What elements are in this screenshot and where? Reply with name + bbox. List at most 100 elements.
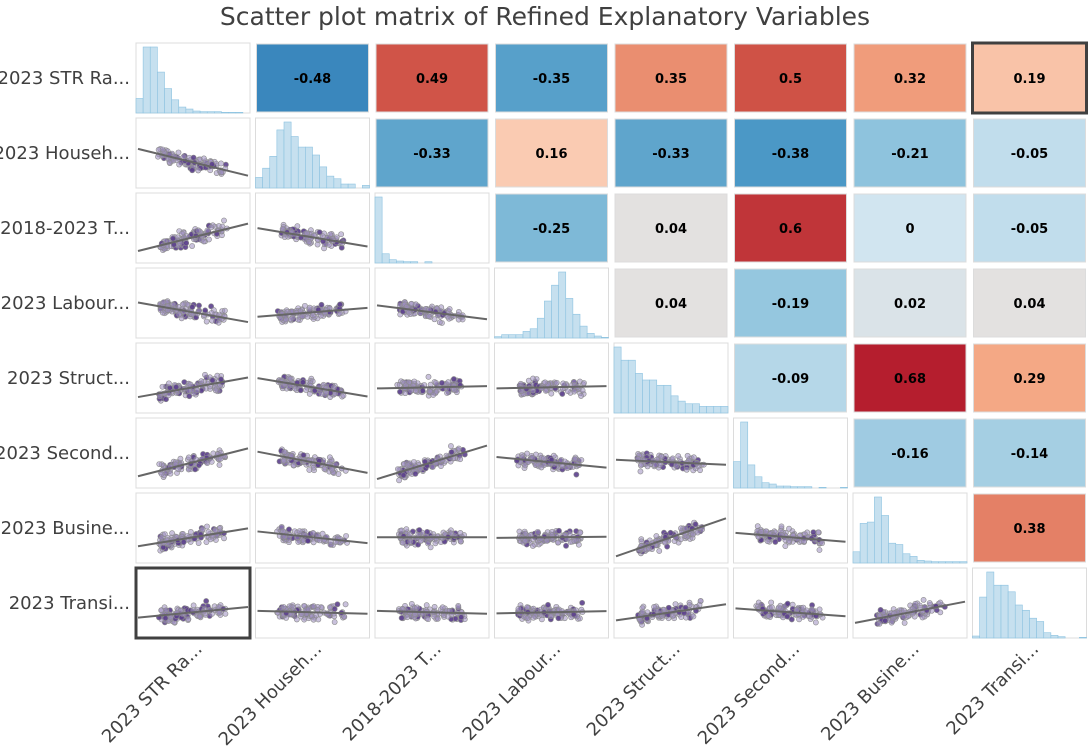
scatter-point	[283, 316, 290, 323]
histogram-bar	[410, 261, 419, 264]
regression-line	[257, 227, 368, 248]
scatter-point	[304, 313, 311, 320]
scatter-point	[159, 383, 166, 390]
regression-line	[257, 306, 368, 318]
histogram-bar	[312, 154, 320, 189]
histogram-bar	[790, 486, 798, 489]
matrix-panel: 0.04	[614, 268, 728, 338]
correlation-value: 0.04	[1013, 297, 1045, 312]
scatter-point	[425, 540, 431, 547]
histogram-bar	[199, 111, 208, 114]
scatter-point	[192, 466, 199, 473]
scatter-point	[579, 387, 586, 394]
scatter-frame	[374, 567, 490, 639]
scatter-point	[758, 528, 765, 535]
histogram-bar	[670, 395, 679, 414]
scatter-point	[216, 462, 223, 468]
matrix-panel	[135, 342, 251, 414]
matrix-panel	[613, 342, 729, 414]
scatter-point	[566, 531, 573, 538]
scatter-point	[542, 379, 548, 386]
correlation-value: -0.14	[1011, 447, 1048, 462]
scatter-frame	[494, 492, 609, 564]
histogram-bar	[586, 333, 595, 339]
scatter-point	[524, 450, 530, 457]
matrix-panel	[494, 492, 609, 564]
histogram-bar	[620, 359, 629, 414]
scatter-point	[185, 616, 192, 623]
scatter-point	[455, 309, 462, 315]
histogram-bar	[374, 196, 383, 264]
scatter-point	[690, 531, 696, 538]
scatter-point	[414, 604, 420, 611]
scatter-point	[548, 613, 555, 620]
histogram-bar	[768, 483, 777, 489]
histogram-bar	[347, 183, 356, 189]
scatter-point	[404, 462, 411, 469]
histogram-frame	[374, 192, 490, 264]
matrix-panel: 0.04	[614, 193, 728, 263]
chart-title: Scatter plot matrix of Refined Explanato…	[219, 2, 871, 31]
scatter-point	[158, 471, 165, 477]
scatter-point	[293, 616, 300, 623]
histogram-bar	[993, 584, 1002, 639]
regression-line	[376, 444, 488, 480]
scatter-point	[304, 230, 310, 236]
histogram-bar	[522, 331, 531, 339]
histogram-bar	[852, 551, 861, 564]
scatter-point	[169, 530, 175, 537]
correlation-value: 0.49	[416, 72, 448, 87]
scatter-point	[416, 527, 423, 533]
scatter-point	[398, 615, 405, 621]
histogram-bar	[979, 596, 988, 639]
matrix-panel: -0.19	[734, 268, 847, 338]
scatter-point	[286, 603, 293, 610]
histogram-bar	[340, 183, 349, 189]
scatter-point	[808, 606, 815, 613]
scatter-point	[430, 392, 437, 398]
correlation-tile	[853, 118, 967, 188]
histogram-bar	[255, 177, 263, 189]
scatter-point	[306, 304, 313, 311]
scatter-point	[195, 167, 202, 174]
matrix-panel	[374, 567, 490, 639]
histogram-bar	[214, 111, 222, 114]
correlation-tile	[614, 268, 728, 338]
histogram-bar	[684, 403, 693, 414]
scatter-point	[302, 302, 308, 309]
scatter-point	[295, 539, 302, 545]
scatter-point	[412, 470, 419, 477]
scatter-point	[658, 453, 665, 460]
correlation-value: 0.19	[1013, 72, 1045, 87]
scatter-point	[281, 457, 287, 464]
row-label: 2023 Second...	[0, 443, 130, 464]
scatter-point	[782, 543, 789, 549]
scatter-point	[815, 529, 822, 536]
correlation-tile	[973, 193, 1086, 263]
scatter-point	[185, 454, 192, 461]
scatter-frame	[255, 417, 370, 489]
scatter-point	[343, 533, 349, 539]
scatter-point	[337, 301, 343, 308]
matrix-panel: -0.21	[853, 118, 967, 188]
scatter-point	[675, 453, 682, 459]
scatter-point	[788, 616, 795, 623]
matrix-panel	[733, 417, 848, 489]
scatter-point	[448, 443, 454, 449]
matrix-panel: 0.29	[973, 343, 1086, 413]
scatter-point	[656, 548, 663, 554]
scatter-point	[534, 528, 541, 535]
scatter-point	[397, 388, 403, 395]
scatter-point	[540, 455, 547, 462]
histogram-bar	[713, 406, 722, 414]
scatter-frame	[374, 267, 490, 339]
scatter-point	[564, 388, 571, 395]
histogram-bar	[544, 300, 552, 339]
scatter-point	[161, 531, 168, 537]
column-label: 2023 Struct...	[583, 639, 685, 741]
row-label: 2018-2023 T...	[0, 218, 130, 239]
column-label: 2023 Househ...	[215, 639, 326, 750]
histogram-bar	[388, 259, 397, 264]
scatter-point	[656, 462, 663, 469]
histogram-bar	[206, 111, 215, 114]
